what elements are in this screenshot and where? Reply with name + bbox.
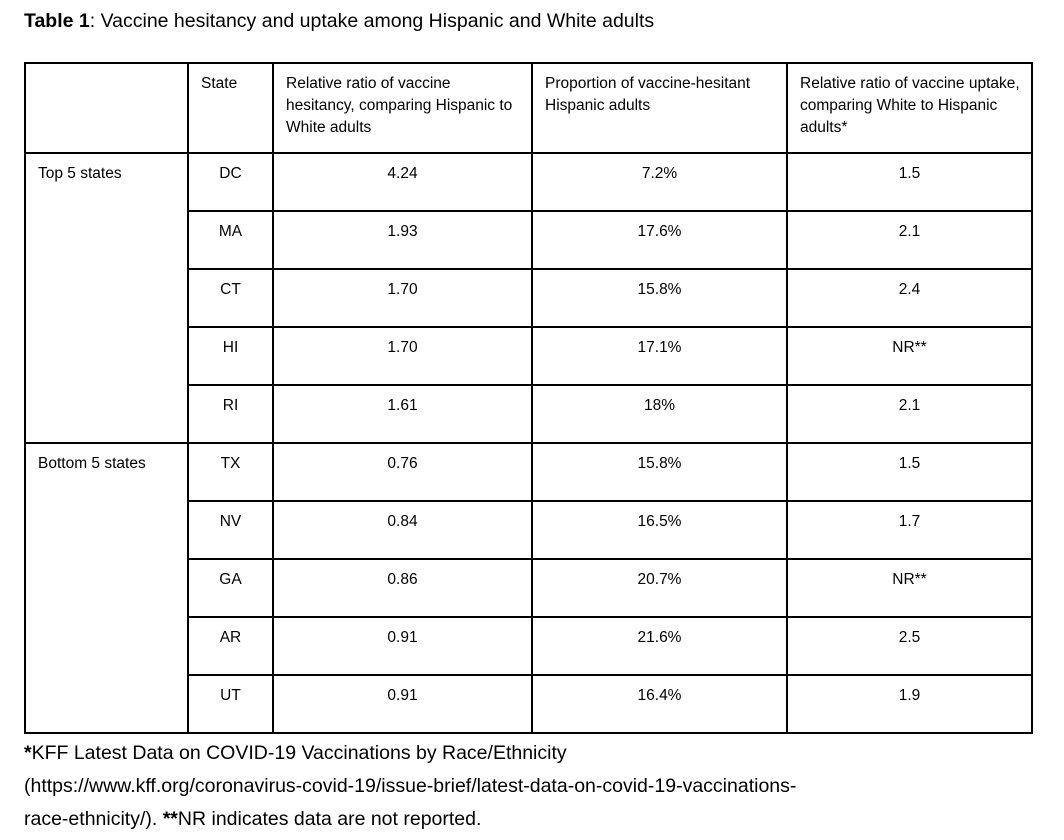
table-row: RI 1.61 18% 2.1	[25, 384, 1033, 444]
state-cell: DC	[187, 152, 274, 212]
proportion-cell: 15.8%	[531, 268, 788, 328]
footnote: *KFF Latest Data on COVID-19 Vaccination…	[24, 737, 1040, 836]
hesitancy-cell: 1.70	[272, 268, 533, 328]
table-row: UT 0.91 16.4% 1.9	[25, 674, 1033, 734]
uptake-cell: 1.5	[786, 442, 1033, 502]
state-cell: TX	[187, 442, 274, 502]
footnote-line-2: (https://www.kff.org/coronavirus-covid-1…	[24, 775, 797, 797]
state-cell: HI	[187, 326, 274, 386]
proportion-cell: 17.6%	[531, 210, 788, 270]
table-number-label: Table 1	[24, 10, 90, 32]
header-proportion-cell: Proportion of vaccine-hesitant Hispanic …	[531, 62, 788, 154]
proportion-cell: 16.5%	[531, 500, 788, 560]
state-cell: GA	[187, 558, 274, 618]
uptake-cell: 1.7	[786, 500, 1033, 560]
hesitancy-cell: 0.86	[272, 558, 533, 618]
proportion-cell: 16.4%	[531, 674, 788, 734]
table-title: Table 1: Vaccine hesitancy and uptake am…	[24, 8, 1040, 34]
uptake-cell: NR**	[786, 326, 1033, 386]
group-label-cell: Top 5 states	[24, 152, 189, 444]
vaccine-hesitancy-table: State Relative ratio of vaccine hesitanc…	[24, 62, 1033, 734]
hesitancy-cell: 0.91	[272, 616, 533, 676]
uptake-cell: 2.1	[786, 384, 1033, 444]
uptake-cell: NR**	[786, 558, 1033, 618]
hesitancy-cell: 0.76	[272, 442, 533, 502]
hesitancy-cell: 0.91	[272, 674, 533, 734]
proportion-cell: 15.8%	[531, 442, 788, 502]
group-label-cell: Bottom 5 states	[24, 442, 189, 734]
header-hesitancy-cell: Relative ratio of vaccine hesitancy, com…	[272, 62, 533, 154]
state-cell: NV	[187, 500, 274, 560]
footnote-line-3-prefix: race-ethnicity/).	[24, 808, 163, 830]
state-cell: AR	[187, 616, 274, 676]
proportion-cell: 21.6%	[531, 616, 788, 676]
table-row: CT 1.70 15.8% 2.4	[25, 268, 1033, 328]
hesitancy-cell: 4.24	[272, 152, 533, 212]
table-title-text: : Vaccine hesitancy and uptake among His…	[89, 10, 655, 32]
proportion-cell: 7.2%	[531, 152, 788, 212]
uptake-cell: 2.1	[786, 210, 1033, 270]
footnote-line-1: KFF Latest Data on COVID-19 Vaccinations…	[31, 742, 567, 764]
table-row: GA 0.86 20.7% NR**	[25, 558, 1033, 618]
footnote-marker-2: **	[162, 808, 178, 830]
hesitancy-cell: 0.84	[272, 500, 533, 560]
hesitancy-cell: 1.70	[272, 326, 533, 386]
table-row: Top 5 states DC 4.24 7.2% 1.5	[24, 152, 1033, 444]
table-row: Bottom 5 states TX 0.76 15.8% 1.5	[24, 442, 1033, 734]
proportion-cell: 20.7%	[531, 558, 788, 618]
hesitancy-cell: 1.61	[272, 384, 533, 444]
table-row: MA 1.93 17.6% 2.1	[25, 210, 1033, 270]
table-row: AR 0.91 21.6% 2.5	[25, 616, 1033, 676]
table-row: HI 1.70 17.1% NR**	[25, 326, 1033, 386]
state-cell: CT	[187, 268, 274, 328]
uptake-cell: 1.9	[786, 674, 1033, 734]
uptake-cell: 2.5	[786, 616, 1033, 676]
uptake-cell: 1.5	[786, 152, 1033, 212]
header-uptake-cell: Relative ratio of vaccine uptake, compar…	[786, 62, 1033, 154]
header-group-cell	[24, 62, 189, 154]
footnote-line-3-text: NR indicates data are not reported.	[177, 808, 482, 830]
hesitancy-cell: 1.93	[272, 210, 533, 270]
proportion-cell: 18%	[531, 384, 788, 444]
proportion-cell: 17.1%	[531, 326, 788, 386]
state-cell: RI	[187, 384, 274, 444]
header-row: State Relative ratio of vaccine hesitanc…	[24, 62, 1033, 154]
state-cell: MA	[187, 210, 274, 270]
footnote-marker-1: *	[24, 742, 32, 764]
state-cell: UT	[187, 674, 274, 734]
uptake-cell: 2.4	[786, 268, 1033, 328]
table-row: NV 0.84 16.5% 1.7	[25, 500, 1033, 560]
header-state-cell: State	[187, 62, 274, 154]
